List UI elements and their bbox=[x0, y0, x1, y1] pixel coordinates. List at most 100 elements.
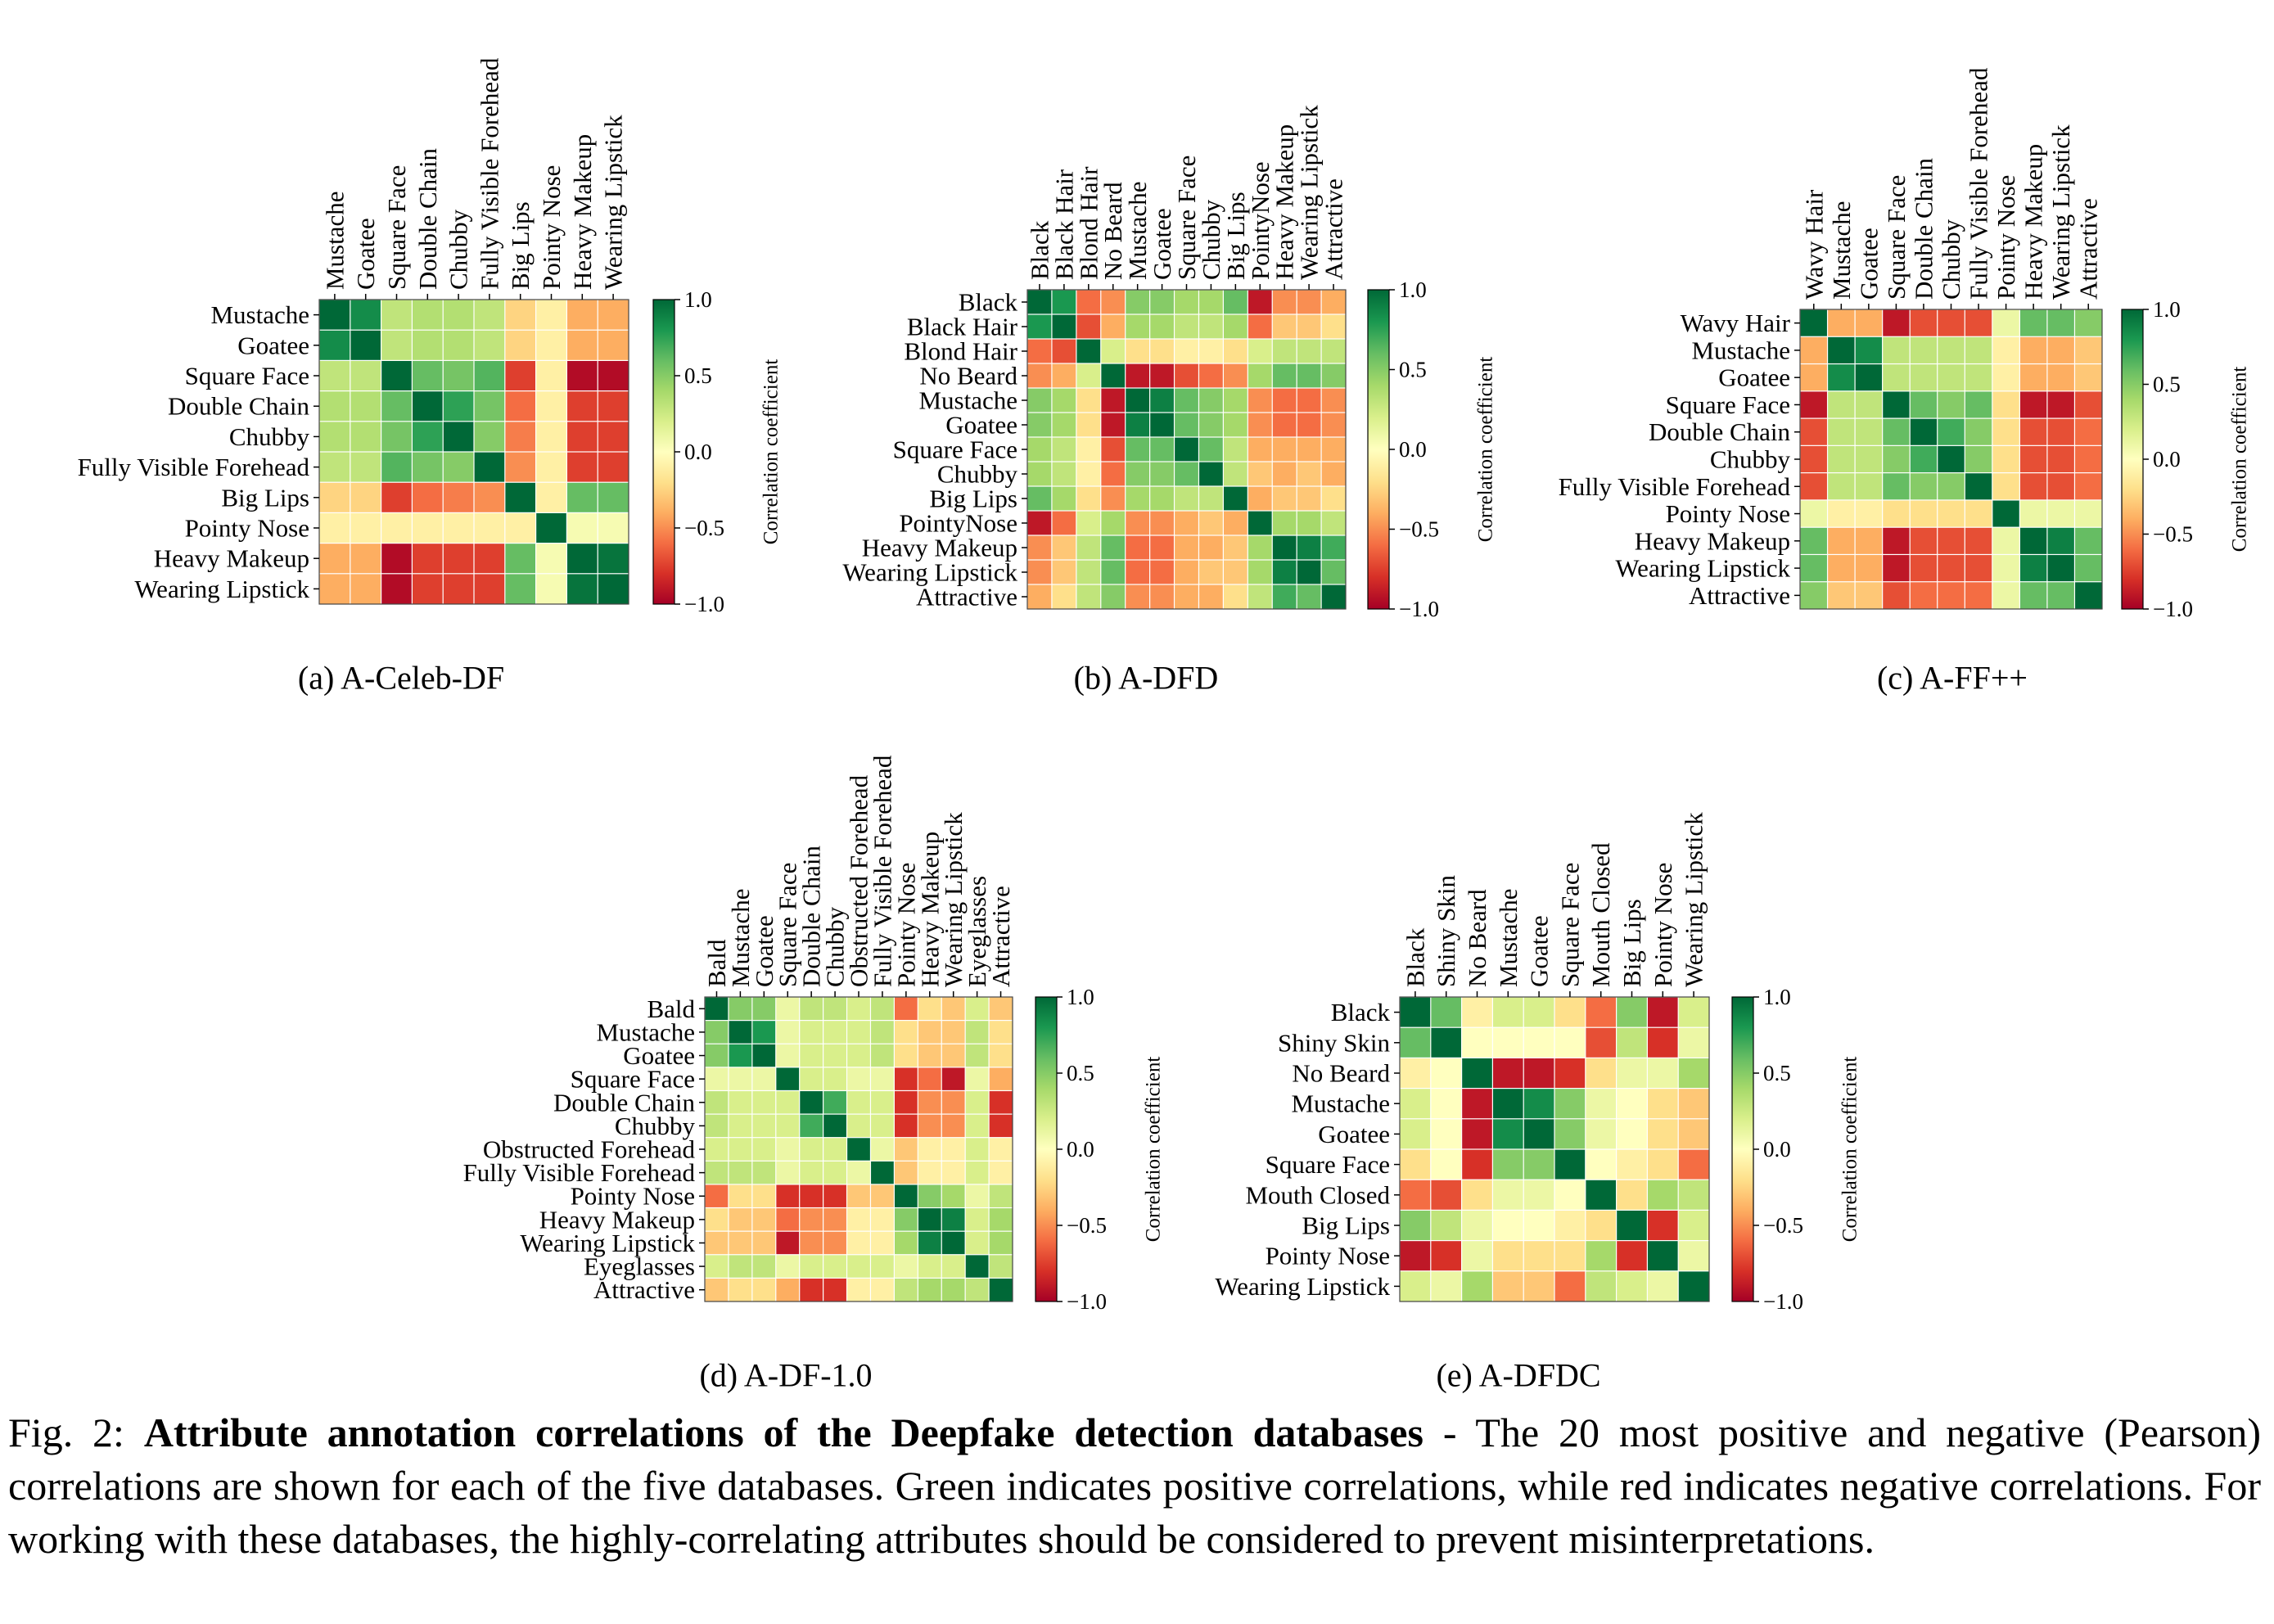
heatmap-cell-8-0 bbox=[1799, 526, 1829, 556]
heatmap-cell-3-8 bbox=[893, 1067, 919, 1092]
heatmap-cell-4-0 bbox=[704, 1089, 729, 1116]
heatmap-cell-10-3 bbox=[1882, 581, 1911, 611]
heatmap-cell-6-1 bbox=[1430, 1179, 1463, 1211]
row-label-pointy-nose: Pointy Nose bbox=[185, 514, 309, 543]
heatmap-cell-12-11 bbox=[964, 1277, 990, 1303]
heatmap-cell-0-8 bbox=[893, 996, 919, 1022]
heatmap-cell-6-4 bbox=[1523, 1179, 1555, 1211]
heatmap-cell-1-7 bbox=[869, 1020, 896, 1045]
colorbar-tick-label: −0.5 bbox=[684, 516, 724, 540]
heatmap-cell-2-5 bbox=[823, 1043, 848, 1068]
heatmap-cell-5-2 bbox=[1076, 412, 1102, 438]
heatmap-cell-4-6 bbox=[1173, 387, 1200, 413]
heatmap-cell-11-8 bbox=[893, 1254, 919, 1279]
heatmap-cell-9-0 bbox=[1026, 510, 1053, 536]
heatmap-cell-0-7 bbox=[1992, 309, 2021, 338]
heatmap-cell-11-0 bbox=[704, 1254, 729, 1279]
heatmap-cell-10-3 bbox=[1100, 535, 1126, 561]
row-label-pointy-nose: Pointy Nose bbox=[571, 1182, 695, 1211]
heatmap-cell-7-8 bbox=[1646, 1209, 1680, 1242]
row-label-heavy-makeup: Heavy Makeup bbox=[1635, 526, 1790, 555]
heatmap-cell-1-3 bbox=[1882, 336, 1911, 365]
heatmap-cell-6-9 bbox=[2046, 472, 2076, 501]
heatmap-cell-6-1 bbox=[1826, 472, 1857, 501]
heatmap-cell-10-2 bbox=[1076, 535, 1102, 561]
col-label-mustache: Mustache bbox=[1494, 888, 1523, 987]
colorbar-tick-label: 0.0 bbox=[2153, 447, 2181, 471]
heatmap-cell-7-10 bbox=[1271, 461, 1298, 487]
heatmap-cell-5-9 bbox=[1247, 412, 1274, 438]
col-label-heavy-makeup: Heavy Makeup bbox=[2019, 144, 2048, 300]
heatmap-cell-3-9 bbox=[917, 1067, 943, 1092]
heatmap-cell-11-5 bbox=[823, 1254, 848, 1279]
heatmap-cell-4-3 bbox=[1491, 1118, 1525, 1151]
col-label-attractive: Attractive bbox=[1320, 178, 1348, 280]
heatmap-cell-6-3 bbox=[775, 1137, 801, 1162]
heatmap-cell-3-0 bbox=[1799, 390, 1829, 420]
heatmap-cell-7-1 bbox=[1430, 1209, 1463, 1242]
heatmap-cell-0-1 bbox=[350, 299, 382, 332]
heatmap-cell-5-10 bbox=[2073, 444, 2104, 474]
heatmap-cell-5-2 bbox=[751, 1113, 777, 1139]
heatmap-cell-0-10 bbox=[2073, 309, 2104, 338]
heatmap-cell-3-6 bbox=[1173, 363, 1200, 389]
heatmap-cell-0-3 bbox=[1491, 996, 1525, 1029]
heatmap-cell-12-3 bbox=[1100, 584, 1126, 610]
heatmap-cell-0-3 bbox=[1100, 289, 1126, 315]
heatmap-cell-5-3 bbox=[411, 451, 444, 484]
heatmap-cell-10-5 bbox=[1149, 535, 1175, 561]
colorbar-tick-label: −1.0 bbox=[1399, 597, 1439, 621]
heatmap-cell-4-4 bbox=[1125, 387, 1151, 413]
heatmap-cell-1-4 bbox=[799, 1020, 824, 1045]
colorbar-title: Correlation coefficient bbox=[1143, 1057, 1165, 1243]
heatmap-cell-5-0 bbox=[704, 1113, 729, 1139]
heatmap-cell-3-5 bbox=[1554, 1087, 1586, 1120]
heatmap-cell-7-9 bbox=[597, 512, 630, 544]
heatmap-cell-3-2 bbox=[1460, 1087, 1494, 1120]
heatmap-cell-5-4 bbox=[1909, 444, 1938, 474]
heatmap-cell-3-3 bbox=[775, 1067, 801, 1092]
heatmap-cell-2-1 bbox=[1051, 338, 1077, 364]
heatmap-cell-4-7 bbox=[1198, 387, 1225, 413]
heatmap-cell-0-11 bbox=[1296, 289, 1323, 315]
heatmap-cell-11-10 bbox=[1271, 559, 1298, 585]
row-label-goatee: Goatee bbox=[237, 331, 309, 359]
heatmap-cell-7-7 bbox=[1992, 499, 2021, 529]
heatmap-cell-7-6 bbox=[846, 1160, 872, 1185]
heatmap-cell-5-0 bbox=[1399, 1148, 1432, 1181]
heatmap-cell-7-5 bbox=[823, 1160, 848, 1185]
heatmap-cell-8-7 bbox=[535, 542, 568, 575]
heatmap-cell-2-1 bbox=[728, 1043, 753, 1068]
heatmap-cell-7-1 bbox=[1051, 461, 1077, 487]
heatmap-cell-2-4 bbox=[1523, 1057, 1555, 1089]
col-label-chubby: Chubby bbox=[821, 906, 850, 987]
heatmap-cell-6-5 bbox=[1554, 1179, 1586, 1211]
heatmap-cell-7-3 bbox=[1882, 499, 1911, 529]
heatmap-cell-2-0 bbox=[704, 1043, 729, 1068]
heatmap-cell-1-5 bbox=[823, 1020, 848, 1045]
heatmap-cell-5-12 bbox=[1320, 412, 1347, 438]
heatmap-cell-3-8 bbox=[566, 390, 599, 422]
heatmap-cell-0-8 bbox=[1222, 289, 1249, 315]
heatmap-cell-7-2 bbox=[381, 512, 413, 544]
heatmap-cell-4-2 bbox=[1854, 417, 1884, 447]
heatmap-cell-8-5 bbox=[1554, 1239, 1586, 1272]
heatmap-cell-1-0 bbox=[1026, 314, 1053, 340]
heatmap-cell-0-9 bbox=[2046, 309, 2076, 338]
heatmap-cell-8-10 bbox=[1271, 485, 1298, 512]
heatmap-cell-3-11 bbox=[1296, 363, 1323, 389]
heatmap-cell-0-10 bbox=[1271, 289, 1298, 315]
heatmap-cell-5-0 bbox=[1799, 444, 1829, 474]
heatmap-frame bbox=[1399, 996, 1710, 1302]
heatmap-cell-4-5 bbox=[1937, 417, 1966, 447]
heatmap-cell-7-7 bbox=[1198, 461, 1225, 487]
heatmap-cell-2-1 bbox=[350, 359, 382, 392]
row-label-obstructed-forehead: Obstructed Forehead bbox=[483, 1135, 696, 1164]
colorbar-tick-label: −0.5 bbox=[2153, 522, 2193, 547]
heatmap-cell-9-6 bbox=[504, 573, 537, 605]
heatmap-cell-8-1 bbox=[1826, 526, 1857, 556]
colorbar-title: Correlation coefficient bbox=[1839, 1057, 1861, 1243]
col-label-goatee: Goatee bbox=[1148, 208, 1176, 280]
heatmap-cell-4-2 bbox=[1460, 1118, 1494, 1151]
heatmap-cell-6-7 bbox=[535, 481, 568, 514]
